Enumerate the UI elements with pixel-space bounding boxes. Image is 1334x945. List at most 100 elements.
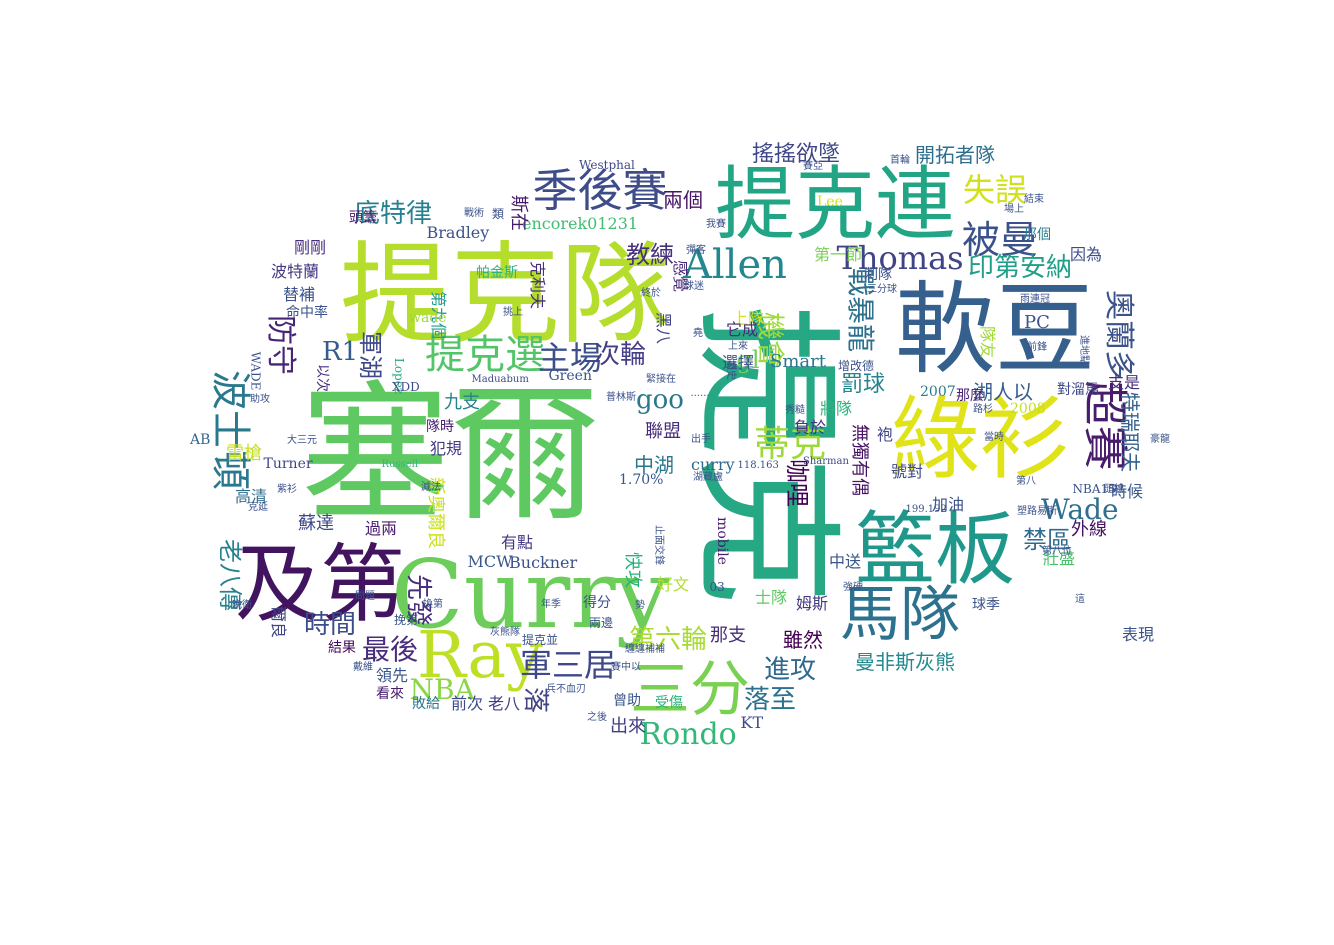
cloud-word: 彈客 — [686, 245, 706, 256]
cloud-word: 前次 — [451, 694, 484, 713]
cloud-word: 印第安納 — [968, 253, 1073, 283]
cloud-word: 禁區 — [1023, 526, 1071, 554]
cloud-word: 第一節 — [814, 245, 863, 264]
cloud-word: 雖然 — [783, 628, 823, 652]
cloud-word: 終於 — [641, 288, 661, 299]
cloud-word: 隊時 — [426, 419, 454, 435]
cloud-word: 因為 — [1070, 245, 1103, 264]
cloud-word: 九支 — [444, 392, 480, 413]
cloud-word: 外線 — [1071, 519, 1107, 540]
cloud-word: 三分 — [630, 655, 750, 725]
cloud-word: 曾助 — [613, 693, 641, 709]
cloud-word: 克利夫 — [528, 260, 548, 310]
cloud-word: Sharman — [803, 456, 849, 467]
cloud-word: 進地點 — [1078, 335, 1089, 365]
cloud-word: 提克連 — [715, 158, 955, 251]
cloud-word: 蒂克 — [754, 424, 827, 465]
cloud-word: 球季 — [972, 597, 1000, 613]
cloud-word: wade — [409, 310, 447, 326]
cloud-word: 無獨有偶 — [849, 424, 870, 496]
cloud-word: 軍三居 — [520, 646, 617, 684]
cloud-word: 1.70% — [619, 472, 664, 488]
cloud-word: WADE — [247, 351, 262, 391]
cloud-word: 換第 — [423, 599, 443, 610]
cloud-word: 及第 — [235, 535, 406, 635]
cloud-word: 失誤 — [963, 171, 1028, 209]
cloud-word: 第八位 — [1042, 546, 1072, 557]
cloud-word: 湖人以 — [973, 380, 1033, 404]
cloud-word: 雨連冠 — [1020, 294, 1050, 305]
cloud-word: 秀糙 — [785, 405, 805, 416]
cloud-word: 看來 — [376, 686, 404, 702]
cloud-word: 灰熊隊 — [490, 627, 520, 638]
cloud-word: 過兩 — [365, 519, 398, 538]
cloud-word: 最後 — [362, 633, 419, 666]
cloud-word: 年季 — [541, 599, 561, 610]
cloud-word: 頭籌 — [349, 210, 377, 226]
cloud-word: 犯規 — [430, 439, 463, 458]
cloud-word: 支是 — [1108, 373, 1141, 392]
cloud-word: 賽亞 — [803, 161, 823, 172]
cloud-word: 首輪 — [890, 155, 910, 166]
cloud-word: 聯盟 — [645, 421, 681, 442]
cloud-word: 挽第 — [394, 613, 419, 627]
cloud-word: 強硬 — [843, 582, 863, 593]
cloud-word: 歷史 — [725, 360, 736, 380]
cloud-word: 纏纏補補 — [625, 644, 665, 655]
cloud-word: Green — [548, 368, 592, 384]
cloud-word: 頭線 — [1104, 484, 1124, 495]
cloud-word: Westphal — [579, 158, 635, 172]
cloud-word: Ray — [417, 617, 543, 693]
cloud-word: 199.192 — [905, 504, 947, 515]
cloud-word: 主場 — [538, 339, 603, 377]
cloud-word: 場上 — [1004, 204, 1024, 215]
cloud-word: 球迷 — [684, 281, 704, 292]
cloud-word: 兩邊 — [589, 616, 614, 630]
cloud-word: Thomas — [836, 239, 964, 277]
cloud-word: 出手 — [691, 434, 711, 445]
cloud-word: 大三元 — [287, 435, 317, 446]
cloud-word: 中湖 — [634, 453, 674, 477]
cloud-word: 號對 — [891, 462, 924, 481]
cloud-word: 戴維 — [353, 662, 373, 673]
cloud-word: 袍 — [877, 425, 894, 444]
cloud-word: 雷槍 — [226, 443, 262, 464]
cloud-word: 03 — [709, 580, 725, 594]
cloud-word: gl — [736, 346, 760, 374]
cloud-word: 提克選 — [425, 332, 545, 378]
cloud-word: 姆斯 — [796, 594, 829, 613]
cloud-word: 綠衫 — [890, 387, 1070, 492]
cloud-word: 敗給 — [412, 696, 440, 712]
cloud-word: 塞爾 — [300, 368, 601, 542]
cloud-word: 那支 — [710, 625, 746, 646]
cloud-word: 這 — [1075, 594, 1085, 605]
cloud-word: Russell — [381, 459, 419, 470]
cloud-word: 前鋒 — [1027, 342, 1047, 353]
cloud-word: 結果 — [328, 640, 356, 656]
cloud-word: 減法 — [421, 482, 441, 493]
cloud-word: AB — [190, 432, 211, 448]
cloud-word: 結束 — [1024, 194, 1044, 205]
cloud-word: 加油 — [932, 495, 965, 514]
cloud-word: 對溜馬 — [1057, 382, 1099, 398]
cloud-word: 開拓者隊 — [915, 143, 995, 167]
cloud-word: 選擇 — [722, 353, 755, 372]
cloud-word: 時候 — [1111, 482, 1144, 501]
cloud-word: 普林斯 — [606, 392, 636, 403]
cloud-word: 高清 — [235, 487, 268, 506]
cloud-word: 止面交鋒 — [653, 525, 664, 565]
cloud-word: 兩個 — [663, 188, 703, 212]
cloud-word: 黑八 — [654, 311, 674, 345]
cloud-word: 奧蘭多 — [1101, 290, 1136, 380]
cloud-word: XDD — [392, 380, 420, 394]
cloud-word: 當時 — [984, 432, 1004, 443]
cloud-word: Rondo — [639, 717, 737, 752]
cloud-word: 提克隊 — [340, 231, 670, 359]
cloud-word: 兵不血刃 — [546, 684, 586, 695]
cloud-word: 問題 — [355, 591, 375, 602]
cloud-word: 第六輪 — [629, 625, 708, 655]
cloud-word: 我賽 — [706, 219, 726, 230]
cloud-word: 籃板 — [855, 503, 1015, 596]
cloud-word: 勢 — [635, 600, 645, 611]
cloud-word: 克延 — [248, 502, 268, 513]
